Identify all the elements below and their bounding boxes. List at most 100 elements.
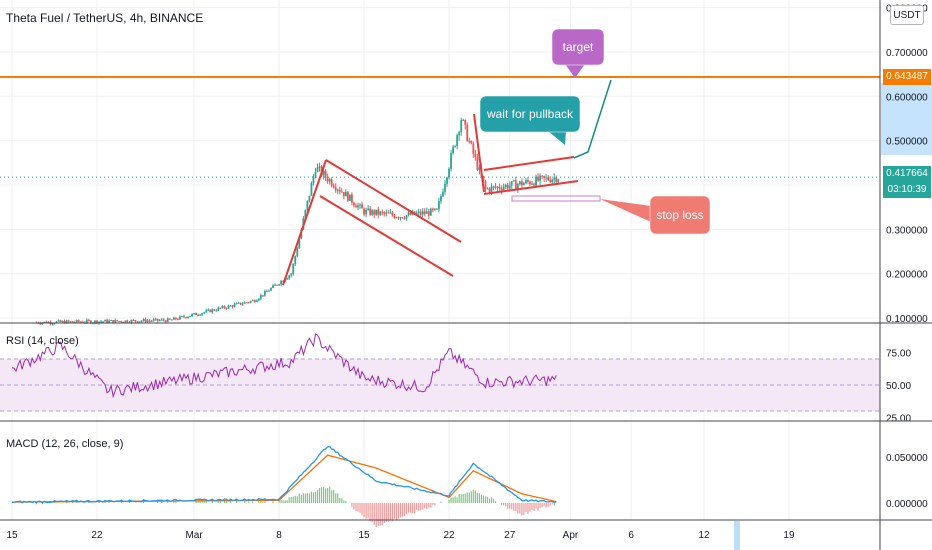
candle-body [527, 180, 529, 182]
macd-histogram-bar [290, 496, 292, 503]
candle-body [373, 210, 376, 215]
macd-histogram-bar [501, 503, 503, 505]
macd-histogram-bar [545, 503, 547, 508]
pullback-callout-box [479, 95, 581, 133]
candle-body [514, 180, 517, 189]
macd-histogram-bar [288, 497, 290, 503]
candle-body [67, 320, 70, 322]
macd-histogram-bar [468, 492, 470, 503]
price-tick-label: 0.600000 [886, 92, 928, 103]
candle-body [472, 143, 475, 154]
macd-histogram-bar [35, 503, 37, 505]
candle-body [393, 215, 396, 218]
macd-histogram-bar [341, 498, 343, 503]
macd-histogram-bar [509, 503, 511, 509]
candle-body [308, 195, 311, 201]
x-tick-label: 19 [783, 530, 795, 541]
drawings[interactable]: target wait for pullback stop loss [0, 28, 880, 286]
candle-body [156, 318, 159, 321]
macd-label: MACD (12, 26, close, 9) [6, 438, 124, 450]
candle-body [440, 196, 442, 202]
candle-body [484, 181, 487, 189]
macd-histogram-bar [383, 503, 385, 524]
candle-body [529, 181, 531, 185]
candle-body [140, 320, 143, 322]
rsi-tick-label: 75.00 [886, 349, 911, 360]
candle-body [249, 300, 252, 303]
candle-body [555, 177, 558, 182]
macd-histogram-bar [284, 500, 286, 503]
candle-body [492, 186, 495, 188]
candle-body [324, 170, 327, 178]
candle-body [500, 188, 503, 191]
candle-body [353, 202, 355, 206]
candle-body [118, 321, 121, 323]
macd-histogram-bar [409, 503, 412, 513]
candle-body [235, 303, 238, 305]
candle-body [421, 211, 424, 215]
candle-body [328, 179, 331, 182]
candle-body [59, 320, 62, 322]
macd-histogram-bar [513, 503, 515, 511]
macd-histogram-bar [511, 503, 513, 510]
candle-body [219, 307, 222, 309]
candle-body [215, 310, 218, 312]
stop-loss-callout[interactable]: stop loss [600, 195, 711, 235]
macd-histogram-bar [428, 503, 430, 508]
target-callout-text: target [563, 40, 594, 54]
candle-body [292, 263, 295, 274]
candle-body [490, 186, 493, 192]
rsi-band-fill [0, 359, 880, 411]
macd-histogram-bar [403, 503, 406, 517]
pullback-callout[interactable]: wait for pullback [479, 95, 581, 145]
candle-body [340, 191, 343, 193]
candle-body [549, 180, 552, 183]
macd-histogram-bar [466, 492, 468, 503]
macd-histogram-bar [484, 496, 487, 503]
macd-histogram-bar [211, 500, 213, 503]
candle-body [257, 298, 260, 301]
candle-body [132, 320, 135, 322]
macd-histogram-bar [464, 493, 466, 503]
candle-body [164, 320, 167, 322]
candle-body [201, 313, 204, 315]
candle-body [106, 319, 108, 323]
candle-body [233, 304, 236, 307]
currency-button[interactable]: USDT [890, 5, 924, 25]
target-callout-tail [565, 64, 585, 78]
macd-histogram-bar [440, 501, 442, 503]
candle-body [338, 189, 341, 192]
candle-body [365, 209, 367, 215]
macd-histogram-bar [407, 503, 410, 513]
candle-body [407, 212, 410, 216]
stop-loss-callout-text: stop loss [656, 208, 703, 222]
candle-body [442, 191, 444, 197]
candle-body [344, 191, 347, 197]
macd-histogram-bar [397, 503, 400, 519]
candle-body [516, 184, 519, 189]
macd-histogram-bar [430, 503, 432, 508]
x-tick-label: 8 [276, 530, 282, 541]
macd-histogram-bar [541, 503, 543, 508]
macd-histogram-bar [537, 503, 539, 511]
candle-body [241, 303, 244, 305]
candle-body [144, 319, 147, 322]
candle-body [148, 320, 151, 322]
candle-body [486, 188, 489, 190]
macd-histogram-bar [551, 503, 553, 505]
candle-body [474, 153, 477, 158]
price-tick-label: 0.200000 [886, 270, 928, 281]
candle-body [355, 205, 357, 208]
candle-body [294, 256, 297, 264]
macd-histogram-bar [331, 490, 333, 503]
candle-body [77, 320, 80, 322]
target-callout[interactable]: target [551, 28, 605, 78]
candle-body [102, 321, 104, 323]
macd-histogram-bar [306, 493, 309, 503]
macd-histogram-bar [161, 501, 163, 503]
macd-histogram-bar [531, 503, 533, 510]
macd-histogram-bar [553, 503, 555, 506]
macd-histogram-bar [529, 503, 531, 512]
